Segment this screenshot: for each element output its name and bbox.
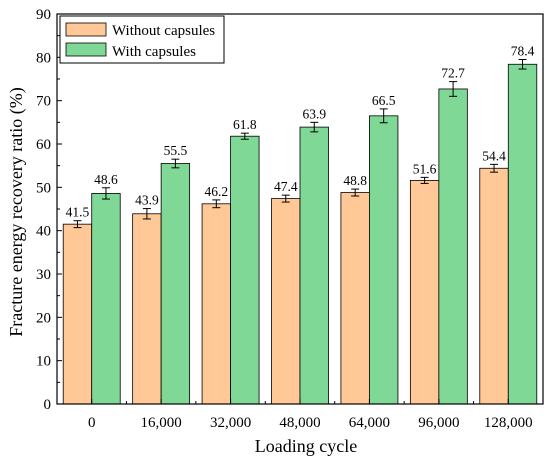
data-labels-layer: 41.5 48.6 43.9 55.5 46.2 61.8 47.4 63.9 48.8 66.5…	[66, 44, 535, 220]
legend-swatch-with-capsules	[65, 42, 107, 57]
data-label: 43.9	[135, 193, 159, 208]
error-bar	[420, 176, 429, 184]
error-bar	[281, 194, 290, 203]
y-tick-label: 70	[36, 94, 51, 110]
y-tick-label: 50	[36, 180, 51, 196]
error-bar	[351, 188, 360, 197]
error-bar	[73, 220, 82, 229]
bar-without-capsules	[271, 198, 301, 405]
y-tick-label: 40	[36, 224, 51, 240]
bar-without-capsules	[62, 223, 93, 405]
x-axis-title: Loading cycle	[255, 436, 357, 456]
bar-with-capsules	[91, 192, 121, 405]
data-label: 54.4	[482, 148, 506, 163]
data-label: 47.4	[274, 179, 298, 194]
bar-with-capsules	[369, 115, 399, 405]
bar-with-capsules	[299, 126, 329, 405]
data-label: 48.6	[94, 172, 118, 187]
y-tick-label: 0	[44, 397, 52, 413]
x-tick-label: 48,000	[279, 415, 320, 431]
error-bar	[518, 59, 527, 70]
bar-with-capsules	[230, 135, 260, 405]
bar-without-capsules	[479, 167, 509, 405]
error-bar	[240, 132, 249, 140]
bar-with-capsules	[160, 163, 191, 405]
y-tick-label: 30	[36, 267, 51, 283]
legend-swatch-without-capsules	[65, 22, 107, 37]
data-label: 61.8	[233, 117, 257, 132]
y-tick-label: 90	[36, 7, 51, 23]
bar-without-capsules	[132, 213, 162, 405]
y-tick-label: 20	[36, 310, 51, 326]
x-tick-label: 96,000	[418, 415, 459, 431]
error-bar	[449, 81, 458, 97]
x-tick-label: 0	[88, 415, 96, 431]
legend: Without capsules With capsules	[59, 15, 225, 64]
error-bar	[212, 199, 221, 209]
data-label: 63.9	[302, 106, 326, 121]
y-tick-label: 60	[36, 137, 51, 153]
bar-without-capsules	[409, 179, 440, 405]
x-tick-label: 128,000	[484, 415, 533, 431]
legend-label-without-capsules: Without capsules	[112, 23, 215, 39]
x-tick-label: 32,000	[210, 415, 251, 431]
y-axis-title: Fracture energy recovery ratio (%)	[6, 87, 27, 337]
data-label: 46.2	[205, 184, 229, 199]
bars-layer	[62, 59, 538, 405]
data-label: 66.5	[372, 93, 396, 108]
error-bar	[490, 163, 499, 173]
y-tick-label: 10	[36, 354, 51, 370]
data-label: 55.5	[164, 143, 188, 158]
data-label: 72.7	[441, 66, 465, 81]
data-label: 41.5	[66, 205, 90, 220]
axes-layer: 0 16,000 32,000 48,000 64,000 96,000 128,000 0 1…	[36, 7, 544, 431]
legend-label-with-capsules: With capsules	[112, 44, 196, 60]
error-bar	[310, 121, 319, 133]
bar-without-capsules	[201, 203, 231, 405]
bar-without-capsules	[340, 192, 370, 405]
bar-with-capsules	[507, 63, 538, 405]
error-bar	[101, 187, 110, 200]
plot-frame	[56, 13, 544, 405]
error-bar	[379, 108, 388, 124]
error-bar	[171, 158, 180, 169]
x-tick-label: 16,000	[141, 415, 182, 431]
bar-with-capsules	[438, 88, 468, 405]
error-bar	[142, 208, 151, 220]
data-label: 51.6	[413, 161, 437, 176]
x-tick-label: 64,000	[349, 415, 390, 431]
data-label: 78.4	[511, 44, 535, 59]
y-tick-label: 80	[36, 50, 51, 66]
data-label: 48.8	[343, 173, 367, 188]
